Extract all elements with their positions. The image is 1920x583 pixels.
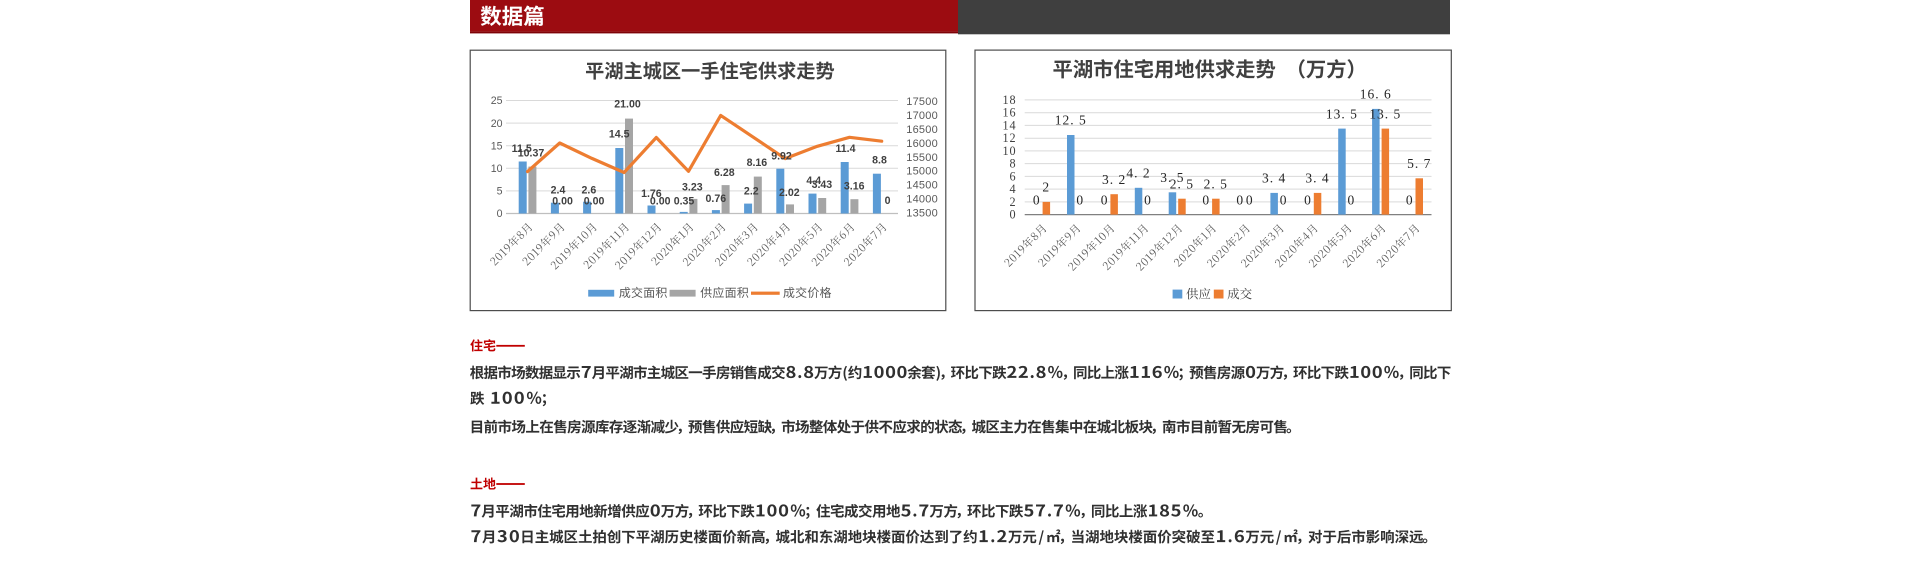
svg-text:5. 7: 5. 7 — [1407, 156, 1431, 171]
svg-text:2.4: 2.4 — [551, 184, 566, 196]
svg-text:0: 0 — [1406, 192, 1414, 207]
svg-text:15000: 15000 — [906, 166, 938, 178]
svg-text:12. 5: 12. 5 — [1055, 113, 1087, 128]
svg-text:14: 14 — [1003, 118, 1017, 132]
svg-text:12: 12 — [1003, 131, 1017, 145]
svg-text:4.4: 4.4 — [806, 175, 821, 187]
svg-text:2. 5: 2. 5 — [1204, 176, 1228, 191]
svg-text:0: 0 — [1348, 192, 1356, 207]
svg-text:0: 0 — [1280, 192, 1288, 207]
svg-text:17000: 17000 — [906, 110, 938, 122]
svg-text:0.00: 0.00 — [650, 195, 671, 207]
svg-text:11.5: 11.5 — [512, 143, 532, 155]
svg-text:16500: 16500 — [906, 124, 938, 136]
svg-text:20: 20 — [491, 118, 503, 130]
svg-text:0.00: 0.00 — [584, 195, 605, 207]
svg-text:0: 0 — [1010, 208, 1017, 222]
svg-text:0: 0 — [1202, 192, 1210, 207]
svg-text:14500: 14500 — [906, 180, 938, 192]
svg-text:0: 0 — [1101, 192, 1109, 207]
svg-text:0: 0 — [885, 195, 891, 207]
svg-text:0: 0 — [1246, 192, 1254, 207]
svg-text:2.6: 2.6 — [582, 184, 597, 196]
svg-text:10: 10 — [491, 163, 503, 175]
svg-text:1.76: 1.76 — [641, 188, 662, 200]
svg-text:25: 25 — [491, 95, 503, 107]
svg-text:16000: 16000 — [906, 138, 938, 150]
svg-text:13. 5: 13. 5 — [1369, 106, 1401, 121]
svg-text:21.00: 21.00 — [614, 99, 641, 111]
svg-text:11.4: 11.4 — [835, 143, 855, 155]
svg-text:13. 5: 13. 5 — [1326, 106, 1358, 121]
svg-text:4: 4 — [1010, 182, 1017, 196]
svg-text:2.02: 2.02 — [779, 187, 800, 199]
svg-text:0: 0 — [1144, 192, 1152, 207]
svg-text:3. 5: 3. 5 — [1160, 170, 1184, 185]
svg-text:8.8: 8.8 — [872, 155, 887, 167]
svg-text:14.5: 14.5 — [609, 129, 630, 141]
svg-text:10: 10 — [1003, 144, 1017, 158]
svg-text:2: 2 — [1042, 180, 1050, 195]
svg-text:3.16: 3.16 — [844, 181, 865, 193]
svg-text:13500: 13500 — [906, 208, 938, 220]
svg-text:14000: 14000 — [906, 194, 938, 206]
svg-text:17500: 17500 — [906, 96, 938, 108]
svg-text:10.37: 10.37 — [518, 148, 545, 160]
svg-text:0.35: 0.35 — [674, 195, 695, 207]
svg-text:0.76: 0.76 — [705, 193, 726, 205]
svg-text:3. 2: 3. 2 — [1102, 172, 1126, 187]
svg-text:0: 0 — [1304, 192, 1312, 207]
svg-text:2.2: 2.2 — [744, 186, 759, 198]
svg-text:2: 2 — [1010, 195, 1017, 209]
svg-text:16. 6: 16. 6 — [1360, 87, 1392, 102]
svg-text:0: 0 — [497, 208, 503, 220]
svg-text:6: 6 — [1010, 169, 1017, 183]
svg-text:8: 8 — [1010, 157, 1017, 171]
svg-text:3.23: 3.23 — [682, 182, 703, 194]
svg-text:0.00: 0.00 — [552, 195, 573, 207]
svg-text:9.92: 9.92 — [771, 150, 792, 162]
svg-text:16: 16 — [1003, 106, 1017, 120]
svg-text:5: 5 — [497, 186, 503, 198]
svg-text:15: 15 — [491, 140, 503, 152]
svg-text:8.16: 8.16 — [747, 157, 768, 169]
svg-text:0: 0 — [1033, 192, 1041, 207]
svg-text:3.43: 3.43 — [812, 179, 833, 191]
svg-text:2. 5: 2. 5 — [1170, 176, 1194, 191]
svg-text:6.28: 6.28 — [714, 167, 735, 179]
svg-text:18: 18 — [1003, 93, 1017, 107]
svg-text:3. 4: 3. 4 — [1262, 171, 1286, 186]
svg-text:15500: 15500 — [906, 152, 938, 164]
svg-text:4. 2: 4. 2 — [1126, 166, 1150, 181]
svg-text:0: 0 — [1076, 192, 1084, 207]
svg-text:0: 0 — [1236, 192, 1244, 207]
svg-text:3. 4: 3. 4 — [1305, 171, 1329, 186]
